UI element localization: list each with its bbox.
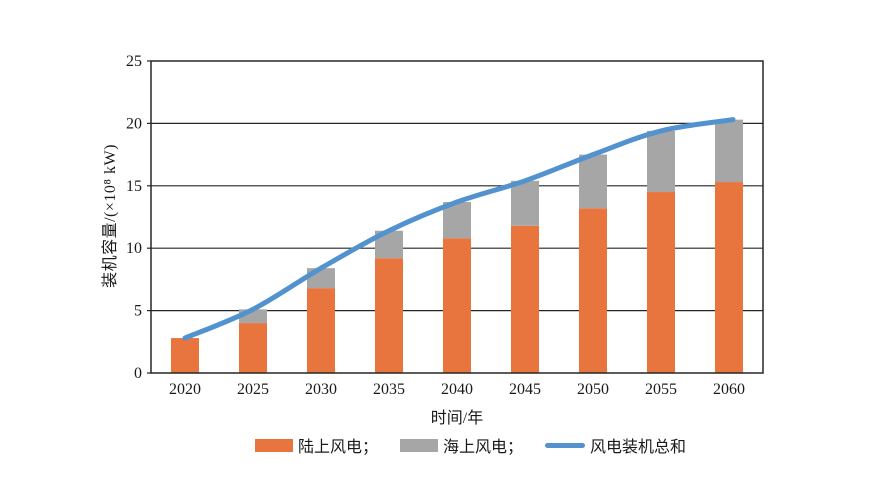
y-tick-label: 0 <box>134 365 142 382</box>
bar-onshore-2025 <box>239 323 267 373</box>
onshore-wind-swatch-icon <box>255 438 293 452</box>
legend-label-total: 风电装机总和 <box>590 439 687 456</box>
bar-onshore-2030 <box>307 288 335 373</box>
y-axis-title: 装机容量/(×10⁸ kW) <box>102 144 119 288</box>
x-axis-title: 时间/年 <box>430 410 484 427</box>
x-tick-label: 2040 <box>441 381 473 398</box>
y-tick-label: 20 <box>126 115 142 132</box>
legend-item-total: 风电装机总和 <box>545 433 686 457</box>
legend-item-offshore: 海上风电； <box>400 433 523 457</box>
bar-onshore-2050 <box>579 208 607 373</box>
bar-offshore-2055 <box>647 130 675 193</box>
plot-frame <box>150 60 764 374</box>
legend-item-onshore: 陆上风电； <box>255 433 378 457</box>
x-tick-label: 2030 <box>305 381 337 398</box>
legend: 陆上风电； 海上风电； 风电装机总和 <box>255 433 686 457</box>
bar-onshore-2045 <box>511 225 539 373</box>
x-tick-label: 2055 <box>645 381 677 398</box>
x-tick-label: 2020 <box>169 381 201 398</box>
y-tick-label: 25 <box>126 53 142 70</box>
bar-onshore-2040 <box>443 238 471 373</box>
y-tick-label: 10 <box>126 240 142 257</box>
y-tick-label: 15 <box>126 178 142 195</box>
bar-offshore-2045 <box>511 180 539 226</box>
bar-onshore-2060 <box>715 182 743 373</box>
x-tick-label: 2035 <box>373 381 405 398</box>
bar-onshore-2020 <box>171 338 199 373</box>
total-line-swatch-icon <box>545 442 586 448</box>
x-tick-label: 2025 <box>237 381 269 398</box>
bar-onshore-2055 <box>647 192 675 373</box>
x-tick-label: 2050 <box>577 381 609 398</box>
bar-offshore-2050 <box>579 154 607 209</box>
y-tick-label: 5 <box>134 303 142 320</box>
total-capacity-line <box>182 117 736 341</box>
bar-offshore-2060 <box>715 119 743 183</box>
legend-label-offshore: 海上风电； <box>443 439 524 456</box>
bar-onshore-2035 <box>375 258 403 373</box>
x-tick-label: 2060 <box>713 381 745 398</box>
x-tick-label: 2045 <box>509 381 541 398</box>
legend-label-onshore: 陆上风电； <box>298 439 379 456</box>
offshore-wind-swatch-icon <box>400 438 439 452</box>
